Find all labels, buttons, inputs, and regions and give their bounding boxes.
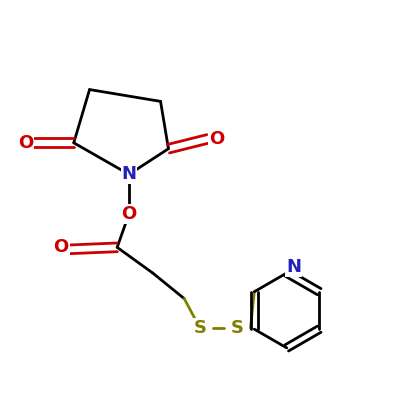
Text: N: N — [122, 165, 136, 183]
Text: N: N — [286, 258, 301, 276]
Text: S: S — [231, 319, 244, 337]
Text: O: O — [18, 134, 33, 152]
Text: O: O — [54, 238, 69, 256]
Text: O: O — [209, 130, 224, 148]
Text: O: O — [121, 205, 137, 223]
Text: S: S — [194, 319, 206, 337]
